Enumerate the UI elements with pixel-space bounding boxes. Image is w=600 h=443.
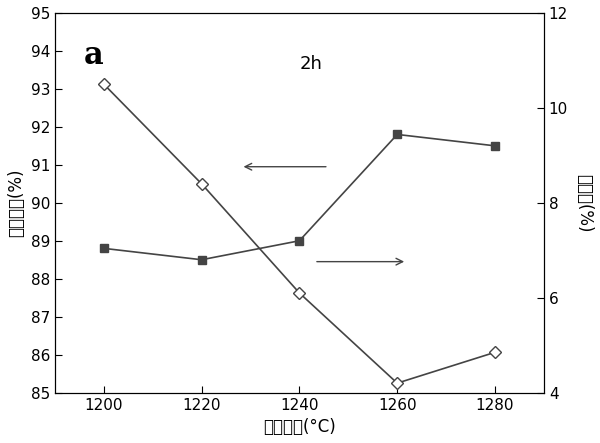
Y-axis label: 气孔率(%): 气孔率(%) (575, 174, 593, 232)
Text: a: a (84, 39, 104, 70)
X-axis label: 烧结温度(°C): 烧结温度(°C) (263, 418, 336, 436)
Text: 2h: 2h (299, 55, 322, 73)
Y-axis label: 相对密度(%): 相对密度(%) (7, 168, 25, 237)
